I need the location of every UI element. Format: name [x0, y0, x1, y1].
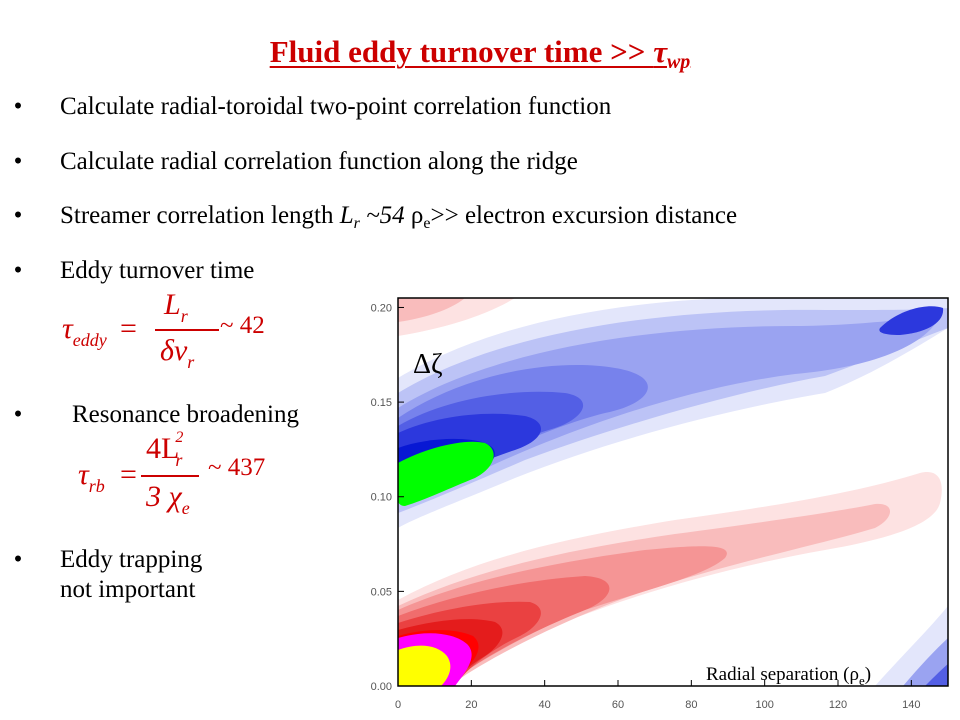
title-sub: wp	[666, 51, 691, 73]
eq-eddy-equals: =	[120, 312, 137, 345]
eq-rb-value: ~ 437	[208, 454, 266, 481]
contour-blue-upperright	[879, 306, 944, 335]
eq-eddy-lhs: τ	[62, 312, 73, 345]
eq-rb-denominator: 3 χe	[146, 480, 190, 518]
bullet-marker: •	[13, 202, 23, 229]
plot-frame	[397, 297, 949, 687]
bullet-marker: •	[13, 546, 23, 573]
x-tick-label: 60	[612, 699, 624, 711]
x-tick-label: 20	[465, 699, 477, 711]
eq-eddy-denominator: δvr	[160, 334, 195, 372]
x-tick-label: 140	[902, 699, 920, 711]
slide-title: Fluid eddy turnover time >> τwp	[0, 34, 960, 74]
eq-eddy-value: ~ 42	[220, 312, 265, 339]
contour-yellow-core	[398, 645, 451, 686]
x-tick-label: 100	[755, 699, 773, 711]
eq-rb-lhs: τ	[78, 458, 89, 491]
x-tick-label: 120	[829, 699, 847, 711]
bullet-marker: •	[13, 257, 23, 284]
bullet-text: Eddy turnover time	[60, 257, 255, 284]
y-tick-label: 0.00	[371, 681, 392, 693]
bullet-text: Eddy trapping not important	[60, 546, 203, 603]
contour-blue-lowerright-3	[925, 664, 948, 686]
contour-blue-lowerright-2	[903, 638, 948, 686]
contour-blue-3	[398, 316, 940, 503]
eq-rb-equals: =	[120, 458, 137, 491]
contour-red-topleft-inner	[398, 298, 465, 322]
bullet-text: Calculate radial-toroidal two-point corr…	[60, 93, 612, 120]
eq-eddy-lhs-sub: eddy	[72, 330, 107, 350]
contour-red-2	[398, 503, 890, 686]
contour-green-core	[398, 441, 494, 506]
y-tick-label: 0.05	[371, 586, 392, 598]
x-tick-label: 80	[685, 699, 697, 711]
x-tick-label: 40	[539, 699, 551, 711]
bullet-marker: •	[13, 93, 23, 120]
eq-eddy-numerator: Lr	[164, 288, 188, 326]
bullet-marker: •	[13, 401, 23, 428]
contour-fill-region	[398, 298, 948, 686]
y-tick-label: 0.15	[371, 397, 392, 409]
title-text: Fluid eddy turnover time >>	[269, 34, 654, 69]
x-axis: 0 20 40 60 80 100 120 140	[395, 680, 921, 711]
eq-eddy-fraction-bar	[155, 329, 219, 331]
x-tick-label: 0	[395, 699, 401, 711]
x-axis-label: Radial separation (ρe)	[706, 664, 871, 688]
y-axis: 0.00 0.05 0.10 0.15 0.20	[371, 302, 404, 693]
y-tick-label: 0.10	[371, 492, 392, 504]
eq-rb-lhs-sub: rb	[88, 476, 105, 496]
bullet-text: Streamer correlation length Lr ~54 ρe>> …	[60, 202, 738, 232]
bullet-marker: •	[13, 148, 23, 175]
title-tau: τ	[653, 34, 667, 69]
eq-rb-fraction-bar	[141, 475, 199, 477]
bullet-text: Calculate radial correlation function al…	[60, 148, 578, 175]
correlation-contour-plot: 0 20 40 60 80 100 120 140 0.000.050.100.150.20 …	[371, 297, 949, 711]
y-tick-label: 0.20	[371, 302, 392, 314]
eq-rb-numerator: 4L2r	[146, 429, 184, 470]
bullet-text: Resonance broadening	[72, 401, 300, 428]
delta-zeta-annotation: Δζ	[413, 349, 443, 380]
